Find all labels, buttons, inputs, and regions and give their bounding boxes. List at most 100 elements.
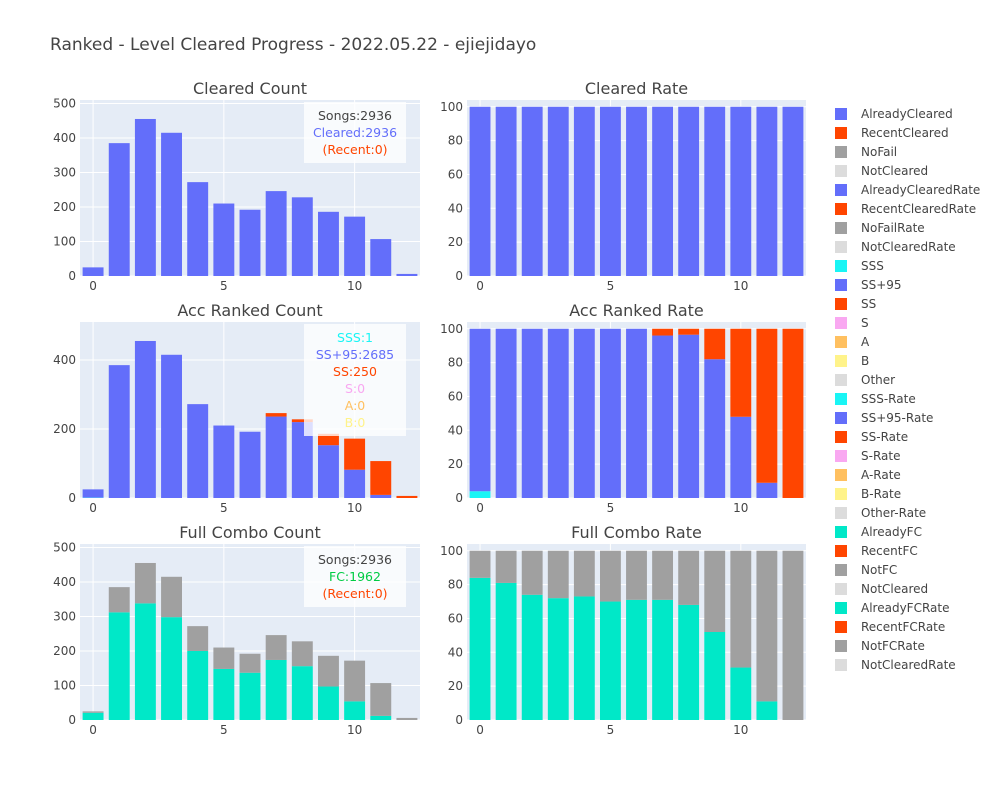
bar[interactable] [108, 365, 130, 498]
bar[interactable] [82, 267, 104, 276]
bar[interactable] [678, 328, 700, 335]
bar[interactable] [213, 203, 235, 276]
bar[interactable] [108, 143, 130, 276]
bar[interactable] [521, 106, 543, 277]
bar[interactable] [291, 422, 313, 498]
bar[interactable] [782, 328, 804, 498]
legend-item[interactable]: SS+95-Rate [835, 411, 933, 425]
bar[interactable] [108, 587, 130, 613]
bar[interactable] [782, 550, 804, 720]
legend-item[interactable]: AlreadyFCRate [835, 601, 949, 615]
bar[interactable] [730, 416, 752, 498]
bar[interactable] [187, 650, 209, 720]
legend-item[interactable]: S [835, 316, 869, 330]
bar[interactable] [756, 328, 778, 483]
legend-item[interactable]: B [835, 354, 869, 368]
bar[interactable] [108, 612, 130, 720]
bar[interactable] [730, 328, 752, 417]
bar[interactable] [161, 617, 182, 720]
bar[interactable] [469, 491, 491, 498]
bar[interactable] [495, 328, 517, 498]
bar[interactable] [134, 562, 156, 604]
bar[interactable] [239, 209, 261, 276]
legend-item[interactable]: RecentCleared [835, 126, 949, 140]
bar[interactable] [730, 667, 752, 720]
bar[interactable] [344, 701, 366, 720]
bar[interactable] [756, 106, 778, 277]
bar[interactable] [599, 550, 621, 602]
bar[interactable] [599, 328, 621, 498]
bar[interactable] [291, 197, 313, 276]
bar[interactable] [547, 550, 569, 599]
bar[interactable] [521, 594, 543, 720]
bar[interactable] [291, 666, 313, 720]
legend-item[interactable]: Other [835, 373, 895, 387]
legend-item[interactable]: SS [835, 297, 876, 311]
bar[interactable] [370, 461, 392, 495]
bar[interactable] [573, 596, 595, 720]
legend-item[interactable]: AlreadyCleared [835, 107, 953, 121]
bar[interactable] [265, 635, 287, 660]
bar[interactable] [469, 106, 491, 277]
bar[interactable] [704, 632, 726, 720]
bar[interactable] [370, 494, 392, 498]
legend-item[interactable]: NotFC [835, 563, 897, 577]
bar[interactable] [161, 132, 182, 276]
bar[interactable] [678, 334, 700, 498]
bar[interactable] [704, 359, 726, 498]
bar[interactable] [344, 438, 366, 470]
bar[interactable] [134, 118, 156, 276]
bar[interactable] [239, 431, 261, 498]
bar[interactable] [344, 660, 366, 702]
bar[interactable] [547, 106, 569, 277]
legend-item[interactable]: Other-Rate [835, 506, 926, 520]
legend-item[interactable]: S-Rate [835, 449, 900, 463]
bar[interactable] [756, 550, 778, 702]
bar[interactable] [704, 550, 726, 632]
bar[interactable] [756, 701, 778, 720]
legend-item[interactable]: NoFailRate [835, 221, 925, 235]
legend-item[interactable]: RecentFCRate [835, 620, 945, 634]
bar[interactable] [678, 550, 700, 605]
bar[interactable] [265, 659, 287, 720]
bar[interactable] [626, 550, 647, 600]
bar[interactable] [187, 404, 209, 498]
legend-item[interactable]: RecentClearedRate [835, 202, 976, 216]
bar[interactable] [318, 655, 339, 687]
bar[interactable] [469, 550, 491, 578]
bar[interactable] [704, 328, 726, 360]
bar[interactable] [599, 601, 621, 720]
bar[interactable] [396, 495, 418, 498]
bar[interactable] [370, 715, 392, 720]
bar[interactable] [626, 106, 647, 277]
bar[interactable] [573, 328, 595, 498]
bar[interactable] [344, 216, 366, 276]
legend-item[interactable]: SSS [835, 259, 884, 273]
bar[interactable] [521, 328, 543, 498]
bar[interactable] [495, 550, 517, 583]
legend-item[interactable]: NotCleared [835, 582, 928, 596]
bar[interactable] [239, 653, 261, 673]
bar[interactable] [652, 106, 674, 277]
bar[interactable] [134, 603, 156, 720]
legend-item[interactable]: SS-Rate [835, 430, 908, 444]
bar[interactable] [161, 576, 182, 618]
bar[interactable] [187, 182, 209, 276]
legend-item[interactable]: NoFail [835, 145, 897, 159]
bar[interactable] [370, 239, 392, 276]
bar[interactable] [265, 191, 287, 276]
legend-item[interactable]: AlreadyClearedRate [835, 183, 980, 197]
legend-item[interactable]: SS+95 [835, 278, 902, 292]
bar[interactable] [547, 598, 569, 720]
bar[interactable] [370, 683, 392, 716]
bar[interactable] [213, 425, 235, 498]
bar[interactable] [626, 599, 647, 720]
bar[interactable] [756, 482, 778, 498]
legend-item[interactable]: RecentFC [835, 544, 918, 558]
bar[interactable] [573, 550, 595, 597]
legend-item[interactable]: NotClearedRate [835, 658, 956, 672]
bar[interactable] [626, 328, 647, 498]
bar[interactable] [265, 416, 287, 498]
bar[interactable] [652, 335, 674, 498]
bar[interactable] [318, 433, 339, 446]
